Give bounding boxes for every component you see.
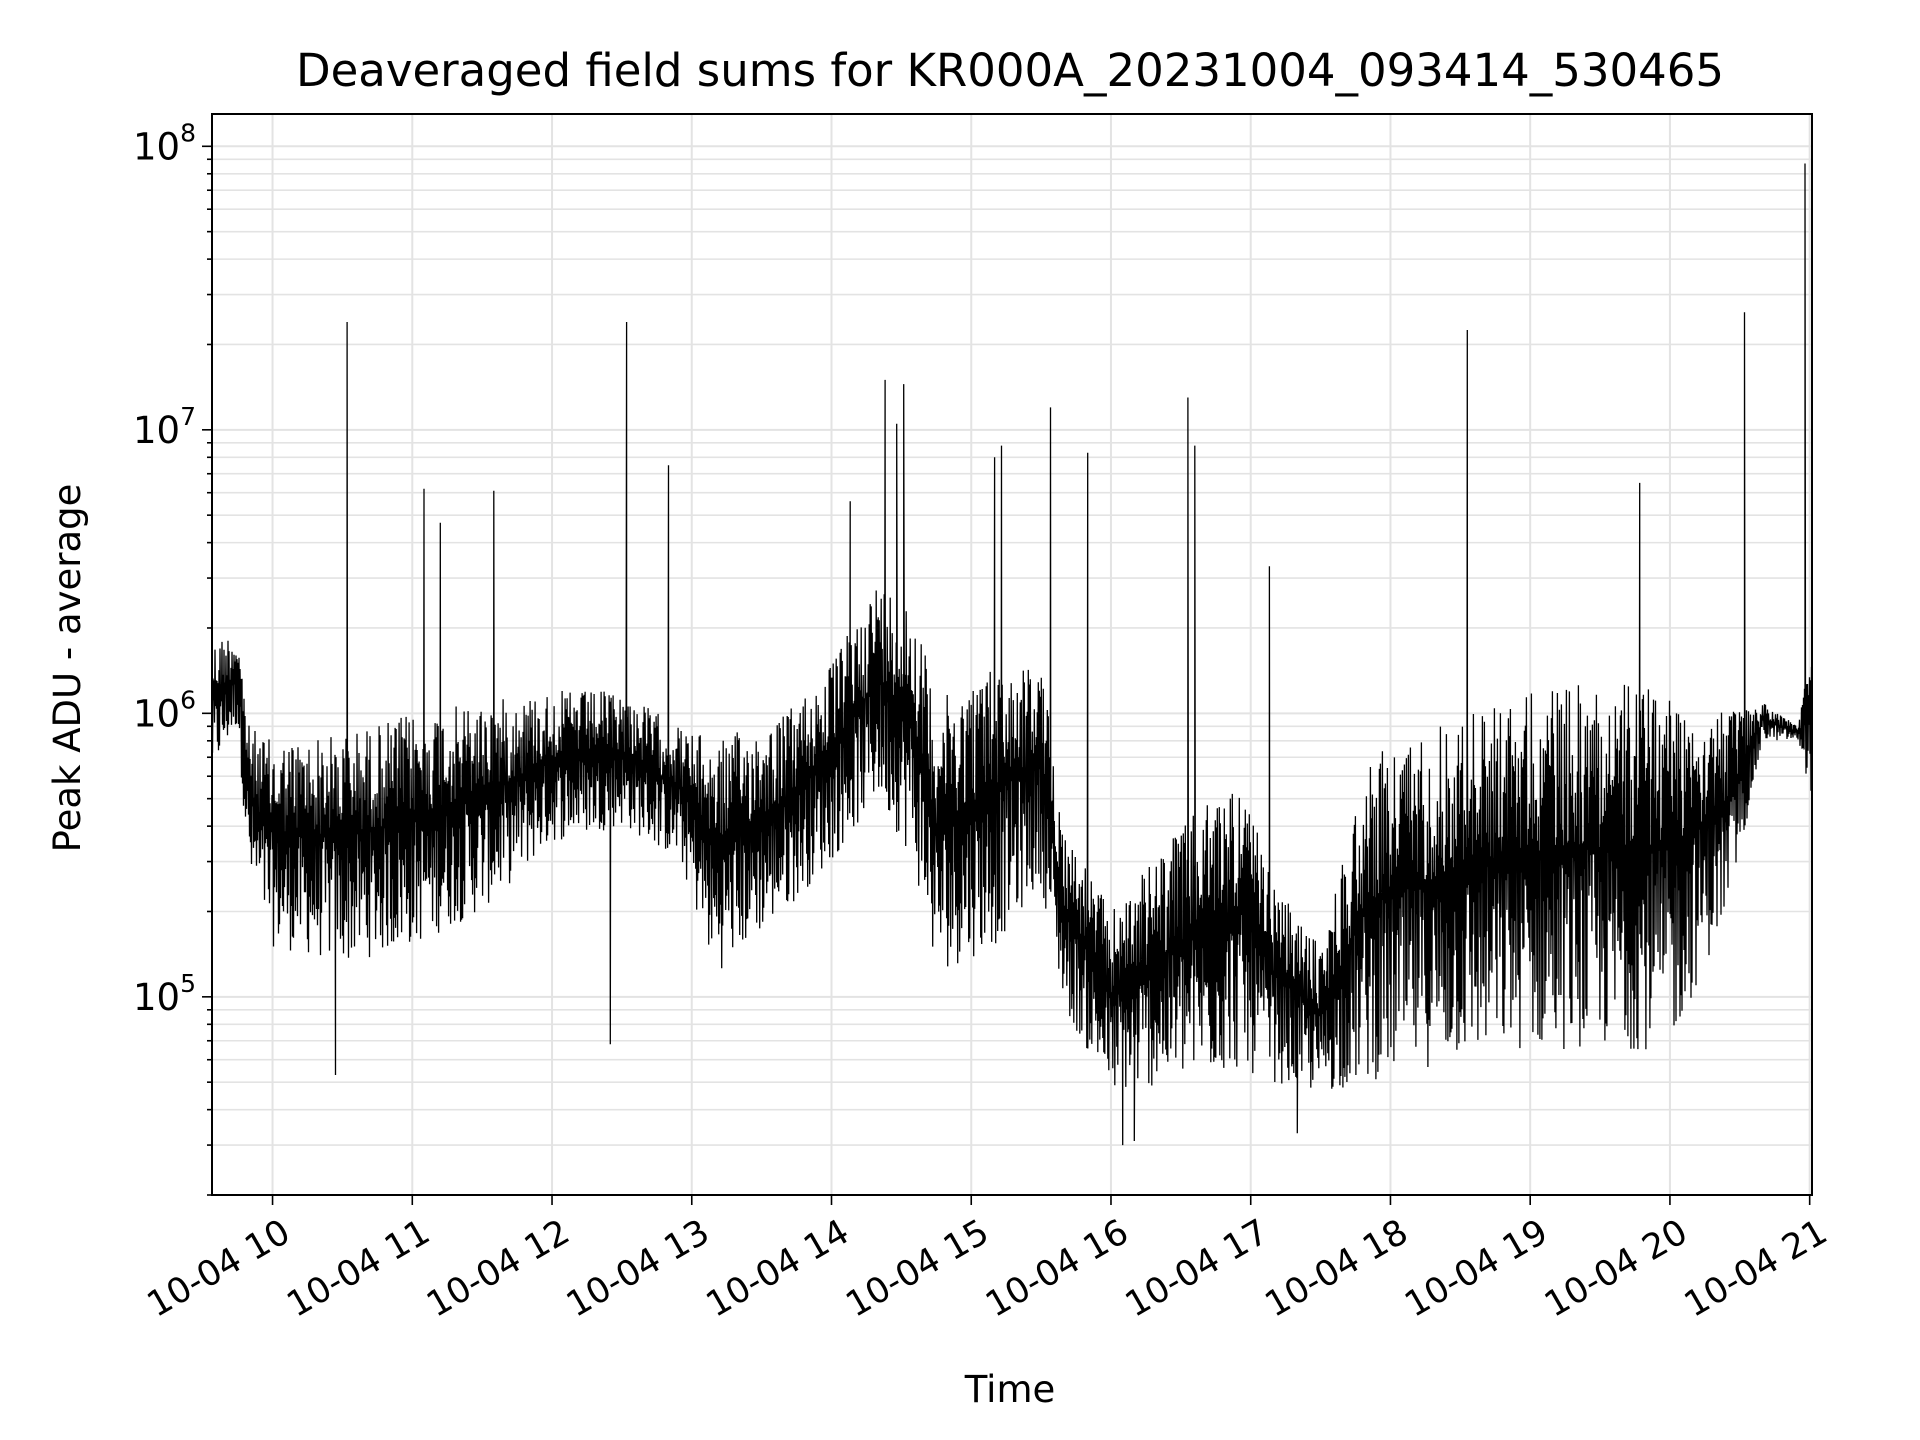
y-tick-base: 10	[133, 976, 180, 1019]
y-tick-exponent: 8	[180, 118, 196, 147]
y-tick-base: 10	[133, 692, 180, 735]
x-axis-label: Time	[964, 1368, 1056, 1411]
y-tick-label: 108	[133, 118, 196, 168]
y-tick-base: 10	[133, 409, 180, 452]
y-tick-exponent: 5	[180, 969, 196, 998]
chart-title: Deaveraged field sums for KR000A_2023100…	[296, 44, 1724, 97]
plot-frame	[211, 113, 1813, 1196]
series-line	[211, 163, 1813, 1146]
y-tick-label: 105	[133, 969, 196, 1019]
y-tick-exponent: 6	[180, 685, 196, 714]
y-axis-label: Peak ADU - average	[46, 484, 89, 853]
y-tick-label: 107	[133, 402, 196, 452]
y-tick-base: 10	[133, 125, 180, 168]
y-tick-exponent: 7	[180, 402, 196, 431]
y-tick-label: 106	[133, 685, 196, 735]
data-layer	[211, 163, 1813, 1146]
